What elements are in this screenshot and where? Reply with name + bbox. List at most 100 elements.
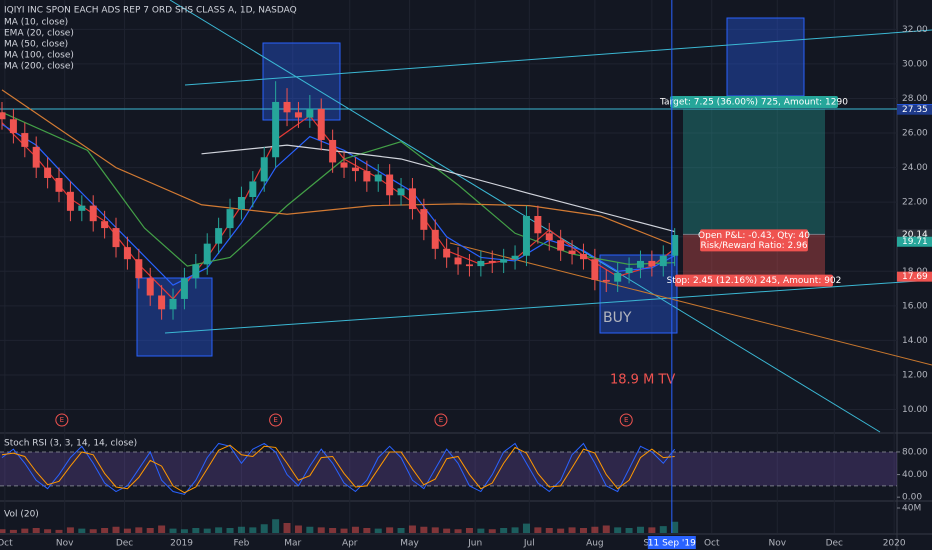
volume-bar	[89, 529, 97, 533]
x-tick-label: Feb	[233, 539, 249, 549]
candle-body	[591, 259, 599, 280]
target-zone	[683, 109, 825, 235]
target-label: Target: 7.25 (36.00%) 725, Amount: 1290	[659, 98, 848, 108]
event-marker	[55, 413, 69, 427]
candle-body	[465, 264, 473, 267]
x-tick-label: Nov	[768, 539, 786, 549]
x-tick-label: Jun	[467, 539, 482, 549]
pane-title: Vol (20)	[4, 510, 39, 520]
y-tick-label: 22.00	[902, 198, 928, 208]
candle-body	[283, 101, 291, 113]
x-tick-label: 2020	[883, 539, 906, 549]
price-label-bg	[897, 271, 932, 282]
pnl-label: Open P&L: -0.43, Qty: 40	[698, 231, 810, 241]
candle-body	[21, 133, 29, 147]
pane-title: Stoch RSI (3, 3, 14, 14, close)	[4, 439, 137, 449]
candle-body	[66, 191, 74, 211]
pnl-label-bg	[700, 229, 808, 242]
volume-bar	[340, 528, 348, 533]
volume-bar	[568, 527, 576, 533]
volume-bar	[579, 528, 587, 533]
candle-body	[614, 273, 622, 282]
y-tick-label: 14.00	[902, 336, 928, 346]
event-marker	[269, 413, 283, 427]
volume-bar	[591, 526, 599, 533]
volume-bar	[169, 528, 177, 533]
candle-body	[420, 209, 428, 230]
candle-body	[488, 260, 496, 263]
volume-bar	[192, 528, 200, 533]
event-marker	[619, 413, 633, 427]
volume-bar	[443, 528, 451, 533]
candle-body	[477, 260, 485, 267]
y-tick-label: 40.00	[902, 470, 928, 480]
price-label: 27.35	[902, 105, 928, 115]
candle-body	[272, 101, 280, 158]
volume-bar	[671, 521, 679, 533]
candle-body	[500, 259, 508, 263]
price-label: 17.69	[902, 272, 928, 282]
candle-body	[169, 298, 177, 310]
stop-label: Stop: 2.45 (12.16%) 245, Amount: 902	[667, 276, 842, 286]
x-tick-label: May	[400, 539, 419, 549]
candle-body	[123, 247, 131, 260]
plot-layer: Target: 7.25 (36.00%) 725, Amount: 1290 O…	[0, 81, 897, 533]
volume-bar	[500, 528, 508, 533]
candle-body	[101, 221, 109, 229]
volume-bar	[55, 529, 63, 533]
volume-bar	[648, 527, 656, 533]
candle-body	[44, 167, 52, 178]
annotation: 18.9 M TV	[610, 373, 675, 388]
volume-bar	[465, 528, 473, 533]
volume-bar	[317, 527, 325, 533]
ma-line	[201, 144, 675, 233]
candle-body	[386, 174, 394, 196]
volume-bar	[625, 528, 633, 533]
volume-bar	[9, 529, 17, 533]
candle-body	[55, 177, 63, 192]
candle-body	[203, 243, 211, 265]
candle-body	[636, 260, 644, 268]
candle-body	[374, 174, 382, 182]
candle-body	[135, 259, 143, 279]
candle-body	[180, 278, 188, 299]
candle-body	[625, 267, 633, 274]
volume-bar	[180, 529, 188, 533]
y-tick-label: 12.00	[902, 370, 928, 380]
ma-line	[1, 89, 675, 246]
x-tick-label: Oct	[704, 539, 720, 549]
candle-body	[397, 188, 405, 196]
x-tick-label: 2019	[170, 539, 193, 549]
candle-body	[351, 167, 359, 172]
x-tick-label: Aug	[586, 539, 604, 549]
volume-bar	[0, 529, 6, 533]
volume-bar	[101, 528, 109, 533]
event-label: E	[60, 416, 64, 424]
legend: IQIYI INC SPON EACH ADS REP 7 ORD SHS CL…	[4, 6, 297, 16]
x-tick-label: Oct	[0, 539, 13, 549]
y-tick-label: 40M	[902, 504, 921, 514]
volume-bar	[135, 527, 143, 533]
volume-bar	[511, 527, 519, 533]
candle-body	[671, 235, 679, 256]
volume-bar	[602, 525, 610, 533]
volume-bar	[146, 528, 154, 533]
candle-body	[89, 205, 97, 222]
candle-body	[340, 162, 348, 168]
candle-body	[659, 255, 667, 267]
candle-body	[158, 295, 166, 310]
volume-bar	[420, 526, 428, 533]
volume-bar	[249, 527, 257, 533]
volume-bar	[386, 527, 394, 533]
candle-body	[443, 248, 451, 258]
volume-bar	[636, 526, 644, 533]
y-tick-label: 24.00	[902, 163, 928, 173]
volume-bar	[329, 528, 337, 533]
volume-bar	[21, 528, 29, 533]
candle-body	[317, 108, 325, 140]
candle-body	[602, 279, 610, 282]
volume-bar	[374, 528, 382, 533]
y-tick-label: 80.00	[902, 447, 928, 457]
price-label: 20.14	[902, 230, 928, 240]
volume-bar	[397, 528, 405, 533]
